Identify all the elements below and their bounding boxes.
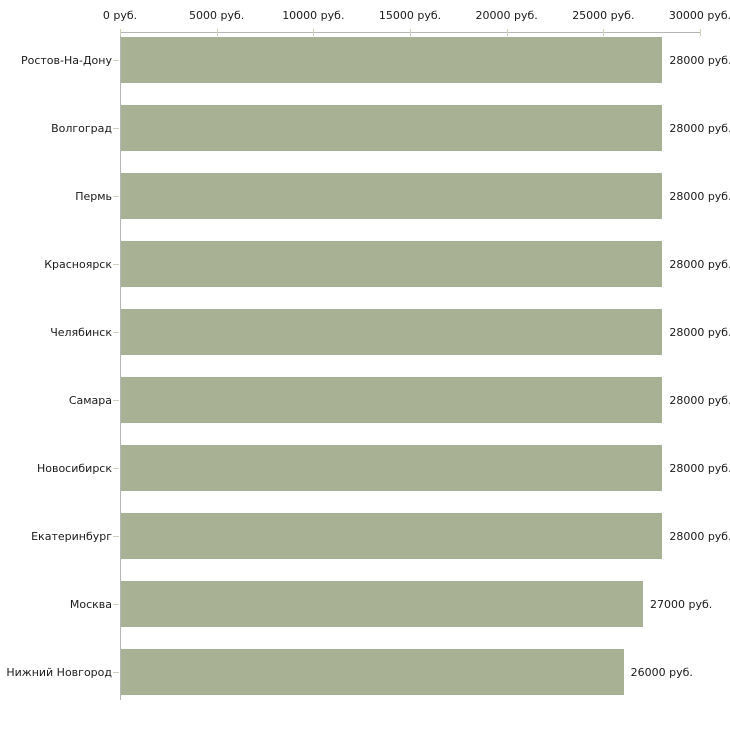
value-label: 28000 руб.: [669, 257, 730, 271]
category-label: Красноярск: [44, 257, 112, 271]
bar-row: Новосибирск 28000 руб.: [0, 440, 730, 508]
category-tick-mark: [113, 672, 119, 673]
x-tick-mark: [313, 29, 315, 36]
category-label: Москва: [69, 597, 112, 611]
category-tick-mark: [113, 604, 119, 605]
x-tick-label: 5000 руб.: [189, 9, 245, 22]
category-tick-mark: [113, 60, 119, 61]
value-label: 28000 руб.: [669, 393, 730, 407]
value-label: 28000 руб.: [669, 121, 730, 135]
x-tick-mark: [120, 29, 121, 36]
bar-row: Красноярск 28000 руб.: [0, 236, 730, 304]
bar: [121, 513, 663, 559]
x-tick-label: 20000 руб.: [475, 9, 538, 22]
x-tick-label: 30000 руб.: [668, 9, 730, 22]
value-label: 26000 руб.: [630, 665, 693, 679]
category-tick-mark: [113, 196, 119, 197]
value-label: 28000 руб.: [669, 53, 730, 67]
bar-row: Ростов-На-Дону 28000 руб.: [0, 32, 730, 100]
bar: [121, 309, 663, 355]
bar: [121, 581, 643, 627]
category-label: Нижний Новгород: [6, 665, 112, 679]
bar-row: Пермь 28000 руб.: [0, 168, 730, 236]
x-tick-mark: [410, 29, 411, 36]
bar-row: Самара 28000 руб.: [0, 372, 730, 440]
bar: [121, 377, 663, 423]
bar-row: Нижний Новгород 26000 руб.: [0, 644, 730, 712]
category-label: Челябинск: [50, 325, 112, 339]
category-tick-mark: [113, 128, 119, 129]
category-label: Самара: [68, 393, 112, 407]
bar-row: Челябинск 28000 руб.: [0, 304, 730, 372]
bar-row: Волгоград 28000 руб.: [0, 100, 730, 168]
x-tick-mark: [700, 29, 701, 36]
bar: [121, 241, 663, 287]
x-tick-label: 0 руб.: [102, 9, 138, 22]
x-tick-mark: [216, 29, 218, 36]
category-tick-mark: [113, 400, 119, 401]
category-tick-mark: [113, 332, 119, 333]
bar: [121, 37, 663, 83]
bar: [121, 445, 663, 491]
x-tick-mark: [506, 29, 508, 36]
value-label: 28000 руб.: [669, 325, 730, 339]
category-tick-mark: [113, 536, 119, 537]
bar: [121, 649, 624, 695]
category-tick-mark: [113, 468, 119, 469]
bar: [121, 173, 663, 219]
bar-row: Москва 27000 руб.: [0, 576, 730, 644]
x-tick-label: 25000 руб.: [572, 9, 635, 22]
category-label: Новосибирск: [36, 461, 112, 475]
category-tick-mark: [113, 264, 119, 265]
x-tick-label: 15000 руб.: [378, 9, 442, 22]
value-label: 28000 руб.: [669, 189, 730, 203]
value-label: 28000 руб.: [669, 529, 730, 543]
value-label: 27000 руб.: [650, 597, 713, 611]
bar: [121, 105, 663, 151]
category-label: Ростов-На-Дону: [20, 53, 112, 67]
bar-row: Екатеринбург 28000 руб.: [0, 508, 730, 576]
x-tick-label: 10000 руб.: [282, 9, 345, 22]
category-label: Пермь: [75, 189, 112, 203]
value-label: 28000 руб.: [669, 461, 730, 475]
x-tick-mark: [603, 29, 605, 36]
category-label: Волгоград: [51, 121, 112, 135]
category-label: Екатеринбург: [31, 529, 112, 543]
